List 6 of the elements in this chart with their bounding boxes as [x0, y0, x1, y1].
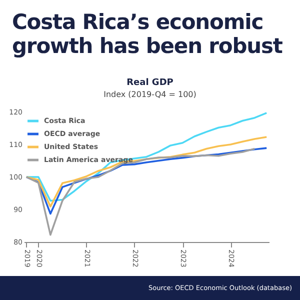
y-axis-title: Index (2019-Q4 = 100): [102, 90, 198, 99]
line-series: [26, 136, 268, 208]
line-series: [26, 112, 268, 202]
chart-subtitle: Real GDP: [126, 78, 174, 88]
line-series: [26, 148, 256, 236]
chart-title: Costa Rica’s economic growth has been robust: [12, 10, 284, 58]
